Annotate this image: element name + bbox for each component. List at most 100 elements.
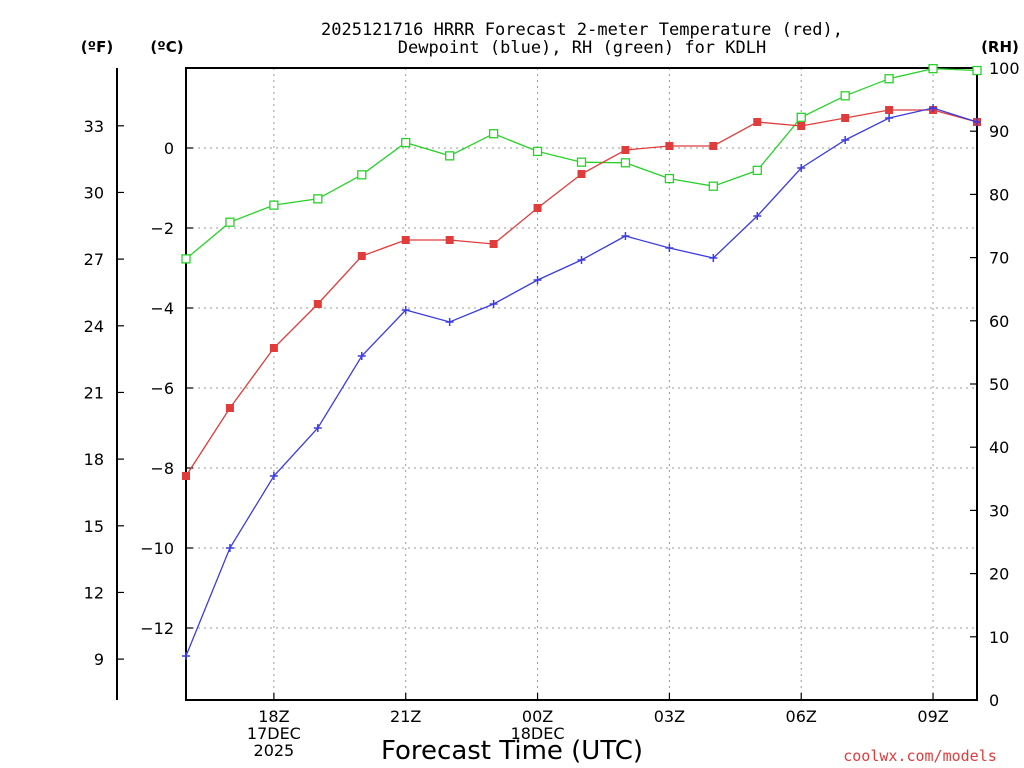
dewpoint-point: [182, 652, 190, 660]
credit-text: coolwx.com/models: [843, 747, 997, 765]
temperature-point: [841, 114, 850, 122]
rh-point: [488, 129, 499, 139]
rh-point: [620, 158, 631, 168]
rh-tick-label: 40: [989, 438, 1009, 457]
rh-tick-label: 30: [989, 501, 1009, 520]
rh-point: [181, 254, 191, 264]
rh-point: [840, 91, 850, 101]
dewpoint-point: [577, 256, 586, 264]
celsius-axis-header: (ºC): [150, 38, 183, 56]
temperature-point: [489, 240, 498, 248]
celsius-tick-label: −8: [150, 459, 174, 478]
fahrenheit-tick-label: 24: [84, 317, 104, 336]
dewpoint-line: [185, 107, 978, 657]
dewpoint-point: [929, 104, 938, 112]
dewpoint-point: [709, 254, 718, 262]
x-tick-label: 03Z: [654, 707, 685, 726]
dewpoint-point: [665, 244, 674, 252]
temperature-point: [182, 472, 190, 480]
celsius-tick-label: −6: [150, 379, 174, 398]
celsius-tick-label: −2: [150, 219, 174, 238]
fahrenheit-tick-label: 18: [84, 450, 104, 469]
dewpoint-point: [225, 544, 234, 552]
rh-point: [269, 200, 279, 210]
temperature-point: [577, 170, 586, 178]
rh-point: [576, 157, 587, 167]
celsius-tick-label: −10: [140, 539, 174, 558]
chart-title-line-1: 2025121716 HRRR Forecast 2-meter Tempera…: [321, 20, 843, 40]
dewpoint-point: [885, 114, 894, 122]
rh-point: [357, 170, 367, 180]
rh-point: [664, 173, 675, 184]
rh-tick-label: 70: [989, 249, 1009, 268]
temperature-point: [313, 300, 322, 308]
temperature-point: [753, 118, 762, 126]
fahrenheit-tick-label: 9: [94, 650, 104, 669]
fahrenheit-tick-label: 12: [84, 583, 104, 602]
rh-point: [972, 65, 982, 76]
rh-tick-label: 50: [989, 375, 1009, 394]
rh-point: [708, 181, 718, 191]
dewpoint-point: [797, 164, 806, 172]
temperature-point: [621, 146, 630, 154]
rh-point: [313, 194, 323, 204]
rh-point: [928, 63, 938, 74]
dewpoint-point: [533, 276, 542, 284]
rh-tick-label: 0: [989, 691, 999, 710]
temperature-point: [797, 122, 806, 130]
fahrenheit-tick-label: 15: [84, 517, 104, 536]
temperature-point: [709, 142, 718, 150]
x-axis-title: Forecast Time (UTC): [381, 736, 643, 766]
x-tick-label: 18Z: [258, 707, 289, 726]
celsius-tick-label: −4: [150, 299, 174, 318]
temperature-point: [885, 106, 894, 114]
x-tick-label: 21Z: [390, 707, 421, 726]
chart-title-line-2: Dewpoint (blue), RH (green) for KDLH: [398, 38, 766, 58]
x-tick-label: 09Z: [917, 707, 948, 726]
x-tick-label: 2025: [254, 741, 295, 760]
x-tick-label: 00Z: [522, 707, 553, 726]
dewpoint-point: [753, 212, 762, 220]
dewpoint-point: [269, 472, 278, 480]
celsius-tick-label: 0: [164, 139, 174, 158]
rh-tick-label: 100: [989, 59, 1020, 78]
rh-point: [884, 74, 894, 84]
fahrenheit-tick-label: 27: [84, 250, 104, 269]
dewpoint-point: [445, 318, 454, 326]
rh-tick-label: 20: [989, 565, 1009, 584]
rh-tick-label: 80: [989, 185, 1009, 204]
dewpoint-point: [489, 300, 498, 308]
temperature-point: [357, 252, 366, 260]
fahrenheit-tick-label: 21: [84, 383, 104, 402]
temperature-point: [269, 344, 278, 352]
celsius-tick-label: −12: [140, 619, 174, 638]
data-series: [181, 63, 982, 660]
temperature-point: [665, 142, 674, 150]
x-tick-label: 18DEC: [511, 724, 565, 743]
temperature-point: [225, 404, 234, 412]
x-tick-label: 06Z: [786, 707, 817, 726]
rh-point: [445, 151, 455, 161]
dewpoint-point: [973, 118, 981, 126]
rh-point: [225, 217, 235, 227]
rh-tick-label: 90: [989, 122, 1009, 141]
dewpoint-point: [621, 232, 630, 240]
temperature-point: [445, 236, 454, 244]
rh-point: [752, 165, 762, 176]
rh-tick-label: 60: [989, 312, 1009, 331]
rh-axis-header: (RH): [981, 38, 1019, 56]
rh-point: [401, 137, 411, 148]
temperature-point: [401, 236, 410, 244]
dewpoint-point: [401, 306, 410, 314]
rh-point: [532, 146, 543, 157]
rh-tick-label: 10: [989, 628, 1009, 647]
dewpoint-point: [841, 136, 850, 144]
fahrenheit-tick-label: 33: [84, 117, 104, 136]
temperature-point: [533, 204, 542, 212]
fahrenheit-tick-label: 30: [84, 183, 104, 202]
x-tick-label: 17DEC: [247, 724, 301, 743]
dewpoint-point: [313, 424, 322, 432]
fahrenheit-axis-header: (ºF): [81, 38, 113, 56]
